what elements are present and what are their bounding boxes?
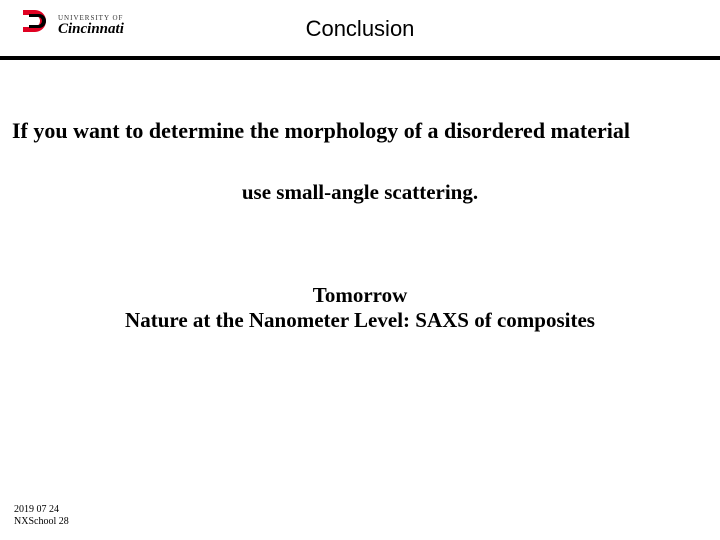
slide-footer: 2019 07 24 NXSchool 28 [14,504,69,528]
body-line-2: use small-angle scattering. [12,180,708,205]
slide-title: Conclusion [306,16,415,41]
header-divider [0,56,720,60]
slide-header: UNIVERSITY OF Cincinnati Conclusion [0,0,720,56]
title-wrap: Conclusion [0,16,720,42]
footer-tag: NXSchool 28 [14,516,69,528]
body-line-1: If you want to determine the morphology … [12,118,708,144]
slide: UNIVERSITY OF Cincinnati Conclusion If y… [0,0,720,540]
body-line-4: Nature at the Nanometer Level: SAXS of c… [12,308,708,333]
body-line-3: Tomorrow [12,283,708,308]
footer-date: 2019 07 24 [14,504,69,516]
